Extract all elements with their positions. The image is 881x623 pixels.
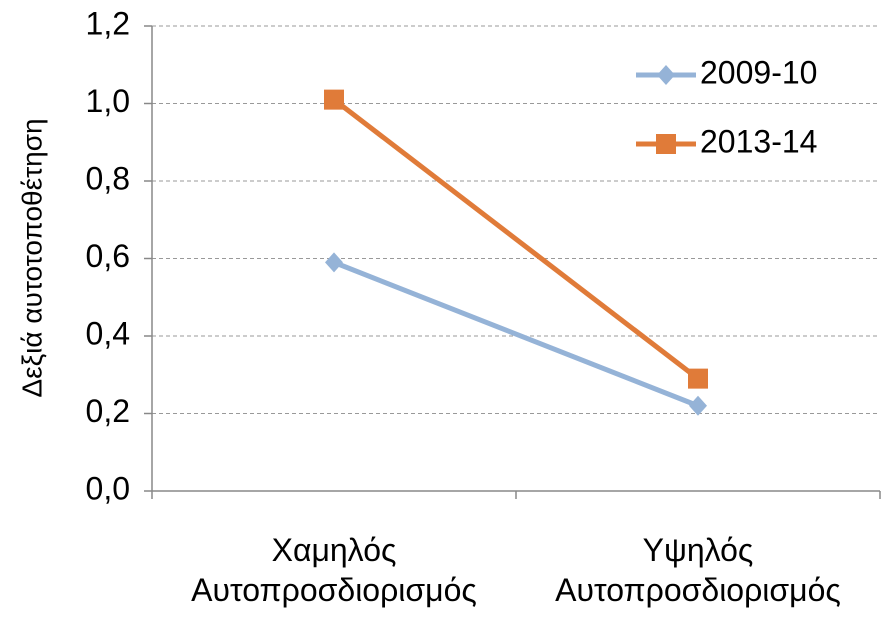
marker <box>689 395 707 416</box>
x-tick-label: Χαμηλός Αυτοπροσδιορισμός <box>191 532 477 608</box>
series-line <box>333 260 699 409</box>
y-tick-label: 0,8 <box>86 160 130 196</box>
y-tick-label: 1,0 <box>86 83 130 119</box>
marker <box>325 252 343 273</box>
y-tick-label: 1,2 <box>86 5 130 41</box>
y-tick-label: 0,0 <box>86 470 130 506</box>
legend-label: 2013-14 <box>700 123 817 159</box>
y-tick-label: 0,2 <box>86 393 130 429</box>
marker <box>324 89 344 110</box>
series-line <box>332 97 700 381</box>
legend-label: 2009-10 <box>700 54 817 90</box>
legend-marker <box>656 134 676 154</box>
marker <box>688 368 708 389</box>
y-tick-label: 0,4 <box>86 315 130 351</box>
legend-marker <box>657 65 675 85</box>
y-tick-label: 0,6 <box>86 238 130 274</box>
x-tick-label: Υψηλός Αυτοπροσδιορισμός <box>555 532 841 608</box>
y-axis-label: Δεξιά αυτοτοποθέτηση <box>16 118 47 397</box>
